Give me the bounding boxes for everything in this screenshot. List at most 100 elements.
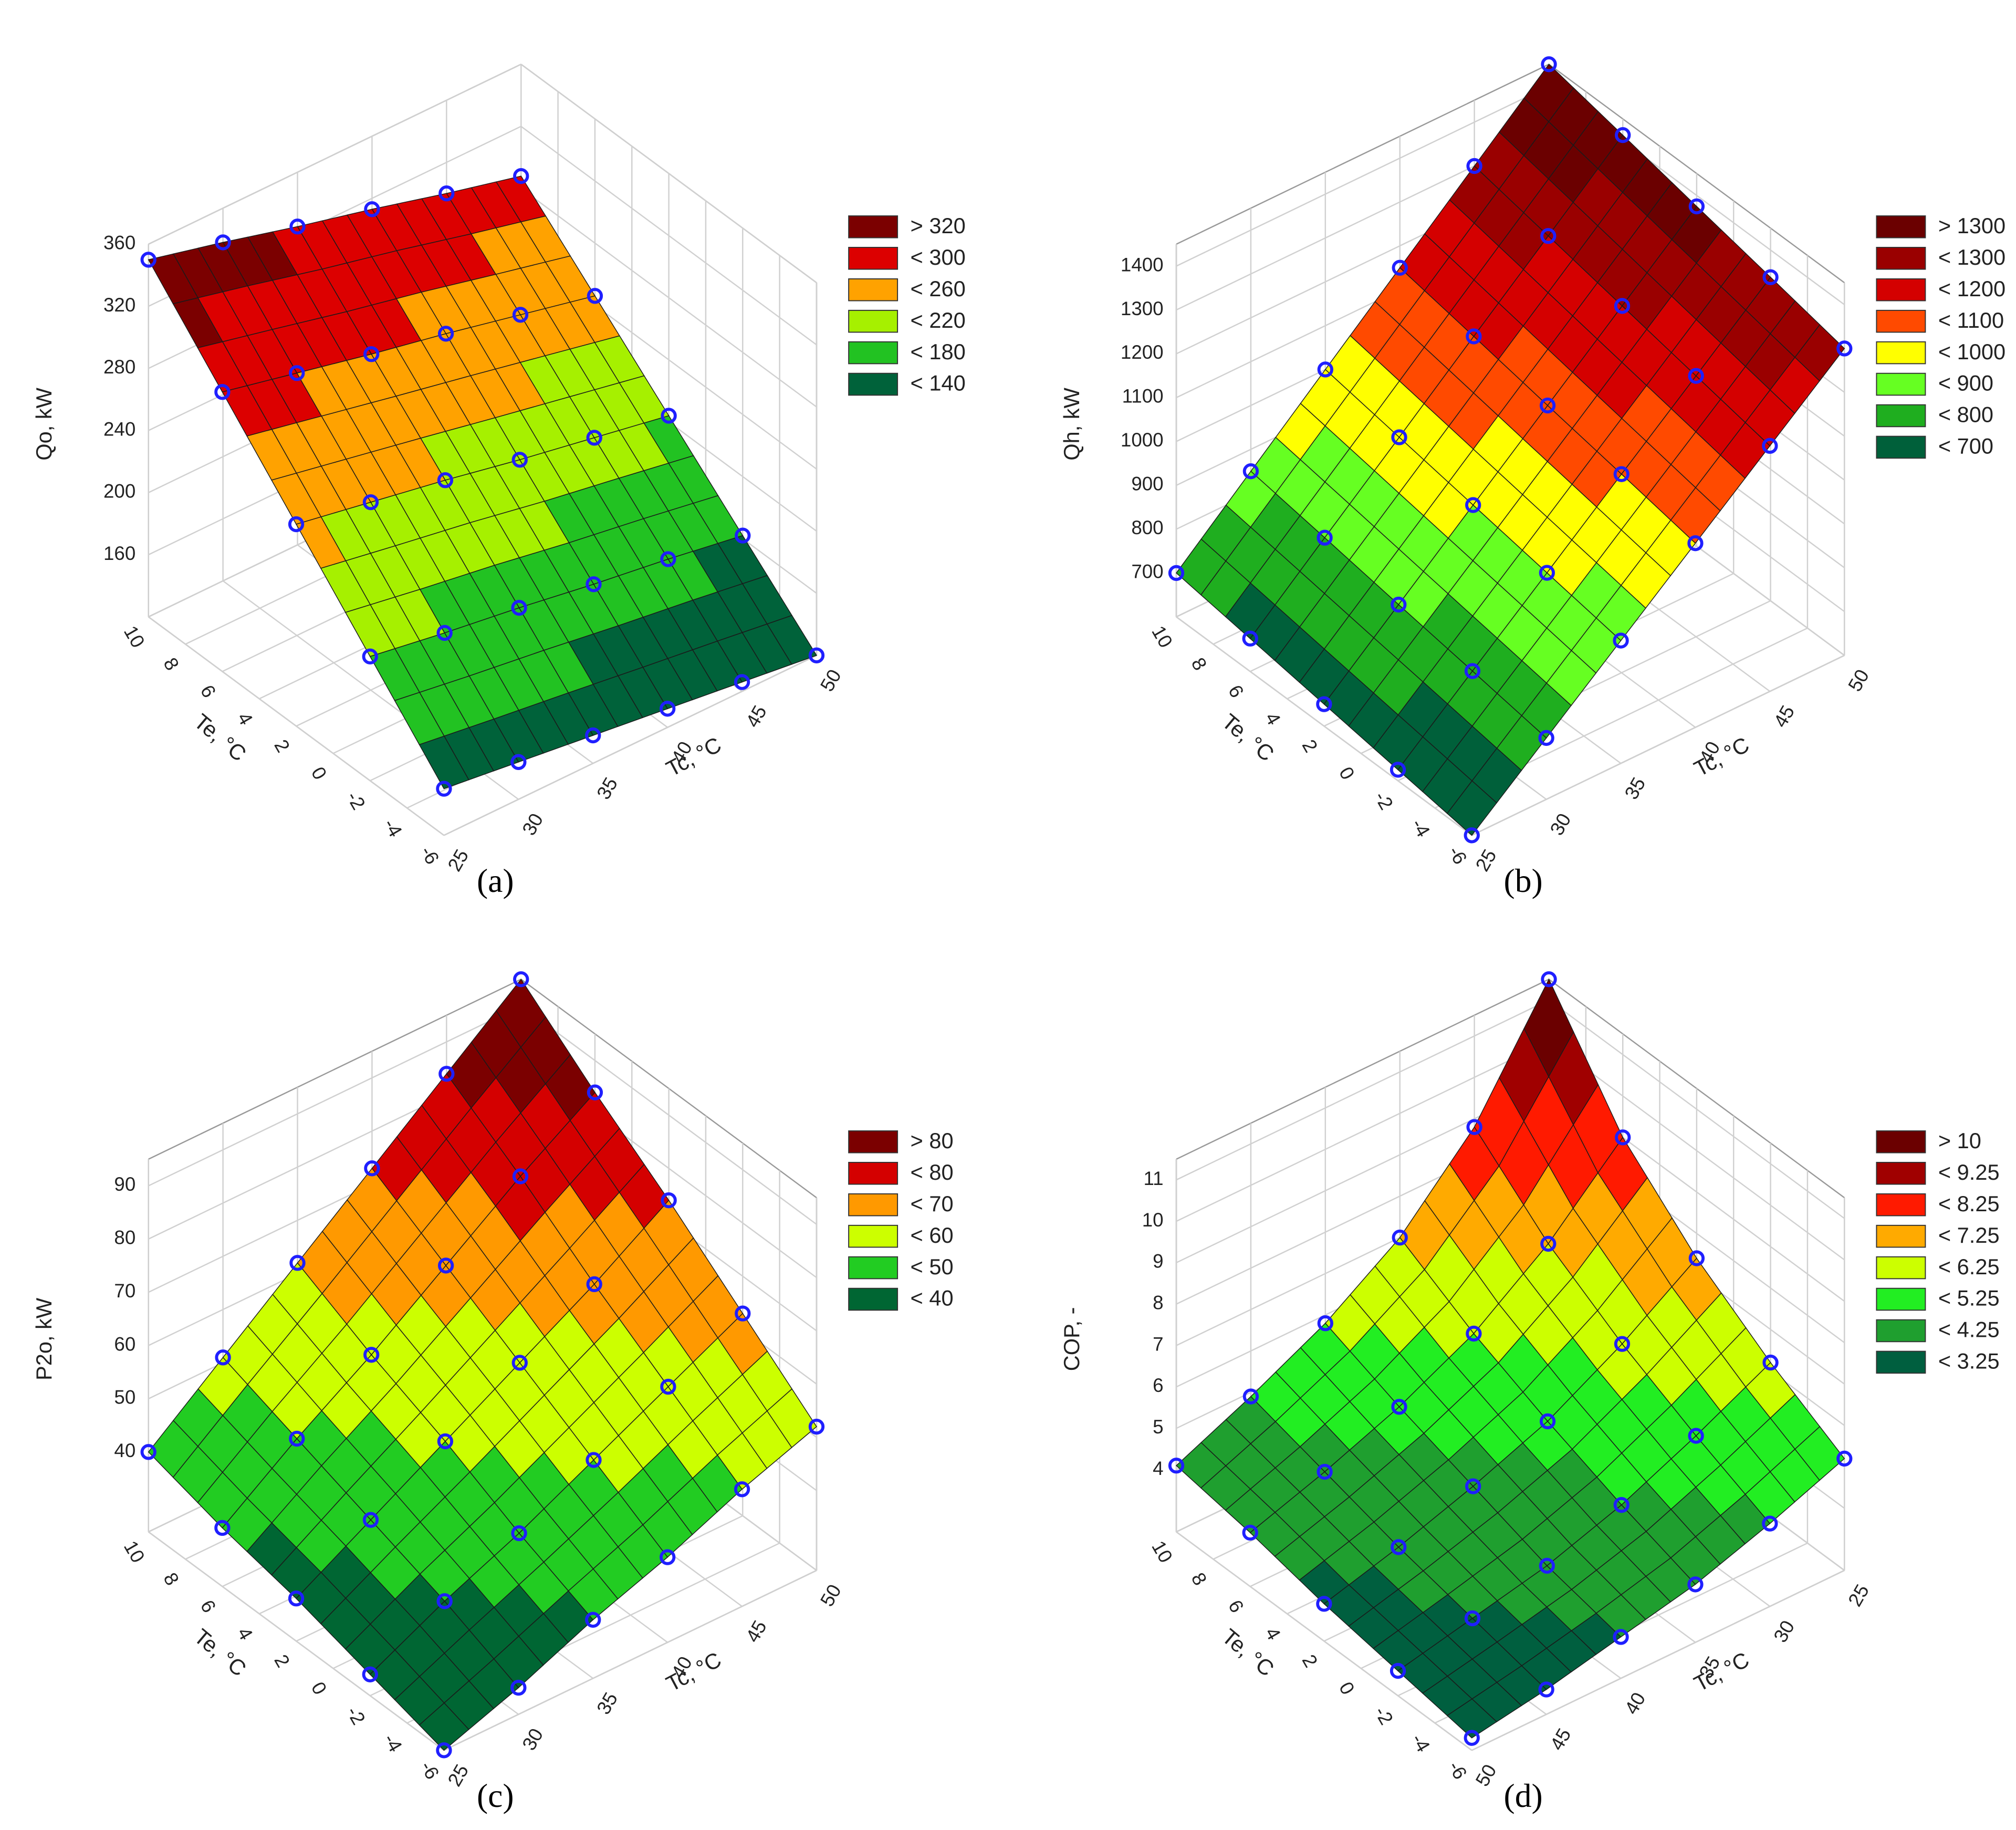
grid-line: [1471, 654, 1845, 836]
grid-line: [1176, 1041, 1550, 1222]
data-point: [1613, 466, 1629, 482]
data-point: [288, 516, 305, 533]
legend-label: < 7.25: [1938, 1223, 2000, 1247]
data-point: [659, 1549, 676, 1565]
z-tick-label: 280: [103, 356, 135, 378]
legend-label: < 6.25: [1938, 1254, 2000, 1279]
data-point: [1836, 1450, 1853, 1467]
legend-swatch: [848, 1161, 899, 1185]
data-point: [1539, 1413, 1556, 1430]
data-point: [1391, 1399, 1407, 1415]
data-point: [510, 754, 527, 771]
surface-patch: [1446, 1698, 1498, 1739]
data-point: [1541, 56, 1557, 72]
data-point: [511, 452, 528, 468]
z-tick-label: 1100: [1122, 386, 1164, 407]
legend-label: < 9.25: [1938, 1160, 2000, 1184]
data-point: [661, 1192, 677, 1209]
data-point: [1538, 730, 1554, 746]
data-point: [1613, 1629, 1629, 1645]
legend-swatch: [848, 1256, 899, 1280]
data-point: [1464, 1610, 1481, 1627]
z-tick-label: 6: [1153, 1375, 1163, 1396]
data-point: [1465, 1478, 1481, 1494]
data-point: [1539, 397, 1556, 414]
data-point: [438, 185, 455, 202]
data-point: [1614, 298, 1631, 314]
data-point: [1242, 463, 1259, 480]
data-point: [1317, 361, 1333, 378]
data-point: [734, 1481, 750, 1498]
data-point: [214, 1520, 231, 1536]
z-tick-label: 4: [1153, 1458, 1163, 1479]
data-point: [1392, 259, 1408, 276]
legend-swatch: [1876, 341, 1926, 365]
axis-edge: [1176, 979, 1550, 1160]
legend-swatch: [1876, 278, 1926, 301]
legend-swatch: [1876, 1319, 1926, 1343]
data-point: [1762, 269, 1779, 285]
legend-label: < 1100: [1938, 308, 2004, 332]
legend-swatch: [1876, 215, 1926, 238]
data-point: [1762, 1515, 1778, 1532]
legend-label: < 5.25: [1938, 1286, 2000, 1311]
z-tick-label: 60: [114, 1333, 135, 1355]
data-point: [362, 1512, 379, 1528]
z-axis-label: Qh, kW: [1059, 387, 1084, 460]
data-point: [512, 1168, 529, 1184]
legend-swatch: [848, 246, 899, 270]
data-point: [1391, 1539, 1407, 1555]
data-point: [1242, 1524, 1258, 1541]
data-point: [1688, 1250, 1705, 1266]
z-tick-label: 360: [103, 232, 135, 254]
data-point: [734, 674, 750, 690]
legend-swatch: [1876, 372, 1926, 396]
data-point: [1688, 198, 1705, 215]
data-point: [1540, 228, 1557, 244]
data-point: [1316, 696, 1332, 712]
surface-patch: [419, 1702, 469, 1751]
data-point: [364, 1160, 380, 1177]
data-point: [587, 1084, 603, 1100]
legend-swatch: [848, 372, 899, 396]
data-point: [586, 430, 602, 446]
legend-swatch: [1876, 404, 1926, 428]
data-point: [1687, 535, 1704, 552]
z-tick-label: 80: [114, 1227, 135, 1249]
axis-edge: [1176, 64, 1550, 245]
legend-label: < 80: [911, 1160, 954, 1184]
data-point: [1466, 158, 1482, 174]
data-point: [289, 219, 306, 235]
legend-swatch: [1876, 1224, 1926, 1248]
z-tick-label: 200: [103, 481, 135, 502]
legend-label: > 320: [911, 213, 966, 238]
legend-label: < 220: [911, 308, 966, 332]
legend-label: < 8.25: [1938, 1191, 2000, 1216]
data-point: [289, 365, 305, 381]
legend-label: < 900: [1938, 371, 1993, 396]
data-point: [1614, 1336, 1631, 1352]
data-point: [513, 971, 529, 987]
data-point: [586, 1452, 602, 1468]
data-point: [215, 1349, 231, 1366]
grid-line: [148, 1005, 521, 1187]
z-tick-label: 50: [114, 1387, 135, 1408]
data-point: [288, 1590, 305, 1607]
data-point: [289, 1255, 306, 1271]
data-point: [140, 1444, 156, 1460]
legend-swatch: [848, 1287, 899, 1311]
legend-swatch: [848, 1224, 899, 1248]
data-point: [289, 1430, 305, 1447]
data-point: [214, 384, 231, 400]
data-point: [1317, 1315, 1333, 1332]
z-tick-label: 9: [1153, 1251, 1163, 1272]
legend-label: < 3.25: [1938, 1349, 2000, 1374]
grid-line: [1176, 999, 1550, 1181]
legend-swatch: [848, 1193, 899, 1216]
data-point: [511, 1525, 527, 1542]
legend-label: < 40: [911, 1286, 954, 1311]
data-point: [660, 551, 676, 567]
z-tick-label: 240: [103, 418, 135, 440]
legend-label: < 140: [911, 371, 966, 396]
